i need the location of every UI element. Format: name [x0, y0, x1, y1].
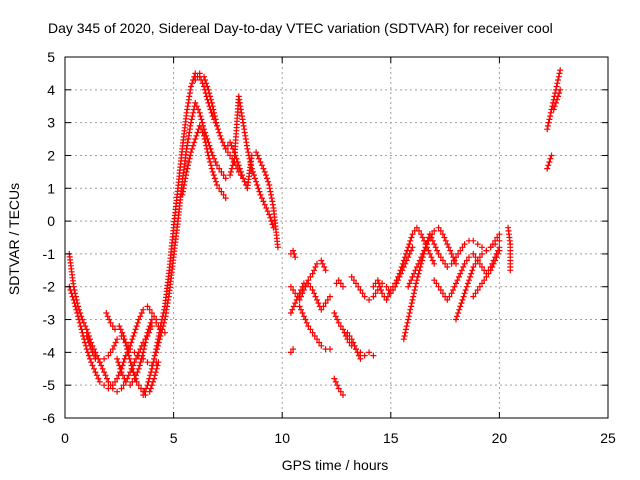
plot-frame: [64, 56, 609, 419]
axis-ticks: [64, 56, 609, 419]
plus-markers: [296, 303, 333, 353]
plus-markers: [550, 86, 564, 113]
x-tick-label: 10: [274, 430, 290, 446]
chart-title: Day 345 of 2020, Sidereal Day-to-day VTE…: [48, 20, 553, 36]
y-axis-title: SDTVAR / TECUs: [6, 183, 22, 295]
x-tick-label: 5: [170, 430, 178, 446]
plus-markers: [287, 280, 333, 316]
y-tick-label: 2: [47, 147, 55, 163]
series-arc-M: [287, 257, 329, 303]
plus-markers: [370, 224, 438, 303]
series-arc-AA: [453, 237, 503, 323]
y-tick-label: -3: [43, 312, 56, 328]
y-tick-label: -4: [43, 344, 56, 360]
data-marks: [66, 67, 564, 398]
plus-markers: [153, 99, 229, 356]
series-arc-L: [287, 247, 299, 261]
x-tick-label: 15: [383, 430, 399, 446]
series-arc-E: [114, 316, 168, 389]
y-tick-label: 0: [47, 213, 55, 229]
plus-markers: [222, 139, 281, 251]
plus-markers: [544, 152, 555, 172]
series-arc-AC: [505, 224, 514, 274]
series-arc-F: [140, 70, 220, 398]
gridlines: [65, 57, 608, 418]
series-arc-O: [296, 303, 333, 353]
plus-markers: [431, 244, 503, 303]
plus-markers: [227, 93, 277, 231]
plus-markers: [344, 329, 364, 362]
plus-markers: [114, 316, 168, 389]
plus-markers: [331, 310, 377, 359]
series-arc-AD: [544, 152, 555, 172]
series-arc-J: [227, 93, 277, 231]
plus-markers: [287, 257, 329, 303]
plus-markers: [470, 247, 503, 300]
x-tick-labels: 0 5 10 15 20 25: [61, 430, 616, 446]
plus-markers: [505, 224, 514, 274]
plus-markers: [331, 375, 346, 398]
x-axis-title: GPS time / hours: [282, 457, 389, 473]
y-tick-label: 4: [47, 82, 55, 98]
x-tick-label: 25: [600, 430, 616, 446]
y-tick-label: -2: [43, 279, 56, 295]
series-arc-N: [287, 280, 333, 316]
x-tick-label: 0: [61, 430, 69, 446]
series-arc-Z: [431, 244, 503, 303]
plus-markers: [287, 247, 299, 261]
series-arc-P: [287, 346, 297, 356]
series-arc-K: [222, 139, 281, 251]
plus-markers: [179, 122, 229, 202]
y-tick-label: -5: [43, 377, 56, 393]
series-arc-Q: [331, 375, 346, 398]
series-arc-AF: [550, 86, 564, 113]
series-arc-G: [153, 99, 229, 356]
series-arc-R: [333, 277, 346, 290]
y-tick-label: 1: [47, 180, 55, 196]
y-tick-label: 5: [47, 49, 55, 65]
plus-markers: [333, 277, 346, 290]
series-arc-T: [344, 329, 364, 362]
series-arc-H: [179, 122, 229, 202]
series-arc-AB: [470, 247, 503, 300]
series-arc-V: [370, 224, 438, 303]
plus-markers: [453, 237, 503, 323]
plus-markers: [140, 70, 220, 398]
series-arc-S: [331, 310, 377, 359]
y-tick-label: -1: [43, 246, 56, 262]
plus-markers: [287, 346, 297, 356]
y-tick-label: -6: [43, 410, 56, 426]
y-tick-labels: -6 -5 -4 -3 -2 -1 0 1 2 3 4 5: [43, 49, 56, 426]
y-tick-label: 3: [47, 115, 55, 131]
x-tick-label: 20: [492, 430, 508, 446]
